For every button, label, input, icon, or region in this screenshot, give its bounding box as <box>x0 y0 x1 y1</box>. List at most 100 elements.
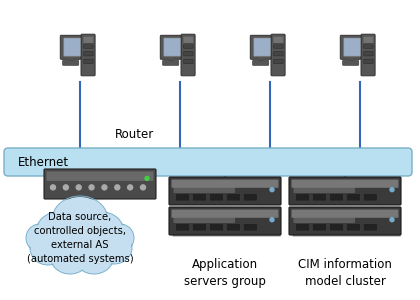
Text: Application
servers group: Application servers group <box>184 258 266 288</box>
FancyBboxPatch shape <box>344 38 361 56</box>
Text: CIM information
model cluster: CIM information model cluster <box>298 258 392 288</box>
FancyBboxPatch shape <box>250 35 271 59</box>
FancyBboxPatch shape <box>274 59 283 64</box>
FancyBboxPatch shape <box>330 194 343 201</box>
Ellipse shape <box>30 231 66 265</box>
Ellipse shape <box>81 213 123 251</box>
Circle shape <box>270 188 274 192</box>
FancyBboxPatch shape <box>84 37 93 45</box>
FancyBboxPatch shape <box>171 179 278 188</box>
FancyBboxPatch shape <box>294 188 355 193</box>
FancyBboxPatch shape <box>184 37 193 45</box>
Text: Router: Router <box>115 128 154 141</box>
Text: Data source,
controlled objects,
external AS
(automated systems): Data source, controlled objects, externa… <box>27 212 133 264</box>
FancyBboxPatch shape <box>291 209 399 218</box>
FancyBboxPatch shape <box>361 34 375 76</box>
FancyBboxPatch shape <box>363 37 373 45</box>
FancyBboxPatch shape <box>243 194 257 201</box>
FancyBboxPatch shape <box>84 51 93 56</box>
FancyBboxPatch shape <box>169 207 281 235</box>
FancyBboxPatch shape <box>243 224 257 231</box>
FancyBboxPatch shape <box>363 194 377 201</box>
Ellipse shape <box>27 225 53 251</box>
FancyBboxPatch shape <box>294 218 355 223</box>
FancyBboxPatch shape <box>271 34 285 76</box>
Circle shape <box>145 176 149 180</box>
Circle shape <box>50 185 55 190</box>
FancyBboxPatch shape <box>210 194 223 201</box>
FancyBboxPatch shape <box>173 218 235 223</box>
FancyBboxPatch shape <box>193 194 206 201</box>
FancyBboxPatch shape <box>160 35 181 59</box>
FancyBboxPatch shape <box>254 38 270 56</box>
FancyBboxPatch shape <box>181 34 195 76</box>
FancyBboxPatch shape <box>44 169 156 199</box>
FancyBboxPatch shape <box>193 224 206 231</box>
FancyBboxPatch shape <box>296 194 310 201</box>
Ellipse shape <box>96 232 132 264</box>
FancyBboxPatch shape <box>84 59 93 64</box>
FancyBboxPatch shape <box>363 224 377 231</box>
FancyBboxPatch shape <box>330 224 343 231</box>
Circle shape <box>270 218 274 222</box>
FancyBboxPatch shape <box>346 194 360 201</box>
FancyBboxPatch shape <box>184 51 193 56</box>
Circle shape <box>76 185 81 190</box>
FancyBboxPatch shape <box>184 59 193 64</box>
Circle shape <box>390 188 394 192</box>
Circle shape <box>390 218 394 222</box>
Text: Ethernet: Ethernet <box>18 155 69 169</box>
FancyBboxPatch shape <box>346 224 360 231</box>
FancyBboxPatch shape <box>312 224 326 231</box>
FancyBboxPatch shape <box>364 44 373 48</box>
FancyBboxPatch shape <box>163 60 179 65</box>
Ellipse shape <box>51 239 89 273</box>
FancyBboxPatch shape <box>84 44 93 48</box>
FancyBboxPatch shape <box>364 59 373 64</box>
FancyBboxPatch shape <box>296 224 310 231</box>
FancyBboxPatch shape <box>289 177 401 205</box>
FancyBboxPatch shape <box>81 34 95 76</box>
Ellipse shape <box>36 212 80 252</box>
FancyBboxPatch shape <box>173 232 281 236</box>
FancyBboxPatch shape <box>60 35 81 59</box>
FancyBboxPatch shape <box>176 194 189 201</box>
FancyBboxPatch shape <box>173 188 235 193</box>
Circle shape <box>128 185 133 190</box>
Ellipse shape <box>75 239 113 273</box>
FancyBboxPatch shape <box>184 44 193 48</box>
FancyBboxPatch shape <box>64 38 81 56</box>
FancyBboxPatch shape <box>164 38 181 56</box>
FancyBboxPatch shape <box>274 44 283 48</box>
Ellipse shape <box>97 233 131 263</box>
Ellipse shape <box>53 197 107 243</box>
FancyBboxPatch shape <box>340 35 361 59</box>
FancyBboxPatch shape <box>47 172 153 181</box>
Ellipse shape <box>50 238 90 274</box>
FancyBboxPatch shape <box>226 224 240 231</box>
Circle shape <box>63 185 68 190</box>
Circle shape <box>141 185 145 190</box>
Circle shape <box>89 185 94 190</box>
Ellipse shape <box>107 225 133 251</box>
Ellipse shape <box>52 196 108 244</box>
FancyBboxPatch shape <box>226 194 240 201</box>
FancyBboxPatch shape <box>342 60 359 65</box>
Ellipse shape <box>31 232 65 264</box>
Ellipse shape <box>80 212 124 252</box>
Circle shape <box>102 185 107 190</box>
FancyBboxPatch shape <box>291 179 399 188</box>
Ellipse shape <box>74 238 114 274</box>
FancyBboxPatch shape <box>171 209 278 218</box>
FancyBboxPatch shape <box>274 51 283 56</box>
FancyBboxPatch shape <box>4 148 412 176</box>
Circle shape <box>115 185 120 190</box>
Ellipse shape <box>37 213 79 251</box>
FancyBboxPatch shape <box>63 60 79 65</box>
FancyBboxPatch shape <box>169 177 281 205</box>
Ellipse shape <box>26 224 54 252</box>
FancyBboxPatch shape <box>364 51 373 56</box>
FancyBboxPatch shape <box>292 232 401 236</box>
FancyBboxPatch shape <box>273 37 284 45</box>
FancyBboxPatch shape <box>289 207 401 235</box>
